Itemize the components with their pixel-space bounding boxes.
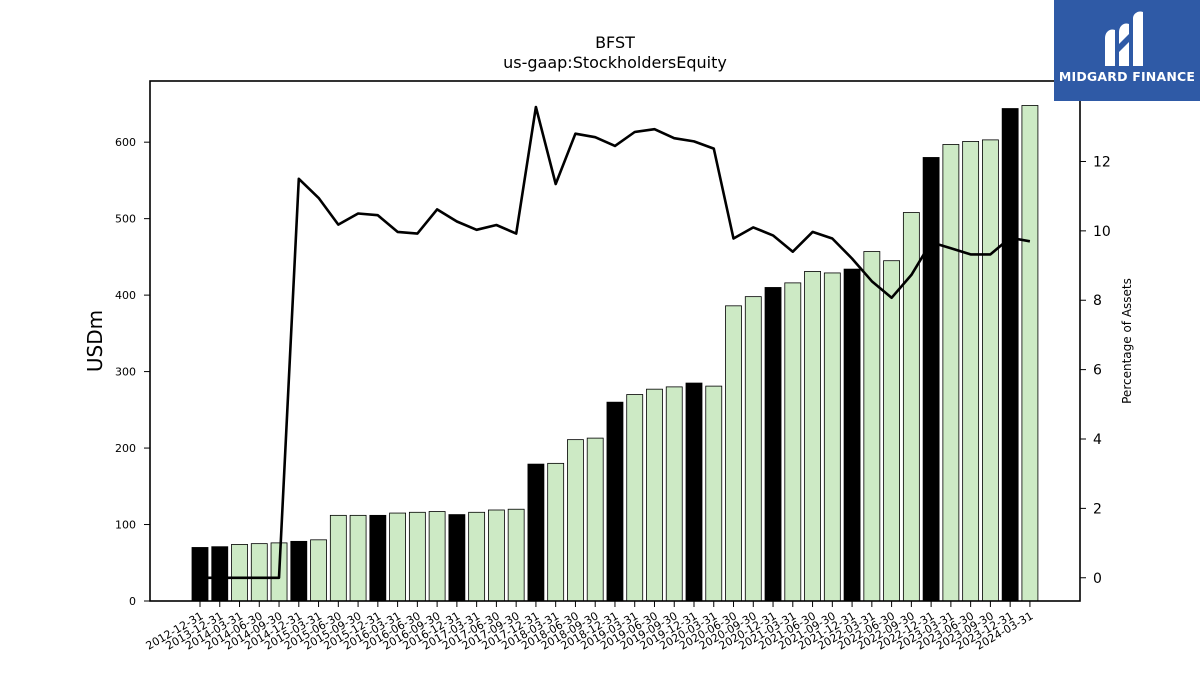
bar-2021-09-30	[823, 272, 841, 602]
bar-2019-12-31	[685, 382, 703, 602]
bar-2016-06-30	[408, 511, 426, 602]
bar-2021-12-31	[843, 268, 861, 602]
bar-2020-09-30	[744, 296, 762, 602]
bar-2018-03-31	[547, 462, 565, 602]
bar-2023-06-30	[962, 141, 980, 602]
bar-2024-03-31	[1021, 105, 1039, 602]
y-tick-label-200: 200	[115, 442, 136, 455]
bar-2019-09-30	[665, 386, 683, 602]
bar-2017-12-31	[527, 463, 545, 602]
y-tick-label-600: 600	[115, 136, 136, 149]
bars-group	[191, 105, 1039, 602]
bar-2015-12-31	[369, 514, 387, 602]
bar-2021-03-31	[784, 282, 802, 602]
brand-logo: MIDGARD FINANCE	[1054, 0, 1200, 101]
bar-2019-06-30	[646, 388, 663, 602]
bar-2018-06-30	[567, 439, 584, 602]
bar-2023-12-31	[1001, 108, 1019, 602]
bar-2023-09-30	[982, 139, 999, 602]
bar-2017-03-31	[468, 511, 486, 602]
bar-2021-06-30	[804, 271, 821, 602]
bar-2020-12-31	[764, 287, 782, 602]
y-tick-label-500: 500	[115, 213, 136, 226]
bar-2015-03-31	[310, 539, 327, 602]
y-tick-label-300: 300	[115, 366, 136, 379]
bar-2012-12-31	[191, 547, 209, 602]
bar-2016-09-30	[428, 511, 446, 602]
y-tick-label-0: 0	[129, 595, 136, 608]
bar-2023-03-31	[942, 144, 960, 602]
bar-2020-03-31	[705, 385, 723, 602]
bar-2016-03-31	[389, 512, 407, 602]
midgard-logo-icon	[1105, 11, 1143, 67]
percentage-line	[200, 105, 1031, 580]
y2-tick-label-0: 0	[1093, 571, 1102, 587]
bar-2017-09-30	[507, 508, 525, 602]
bar-2018-09-30	[586, 437, 604, 602]
line-group	[200, 105, 1031, 580]
y2-tick-label-6: 6	[1093, 363, 1102, 379]
bar-2015-09-30	[349, 514, 367, 602]
bar-2016-12-31	[448, 514, 466, 602]
bar-2014-03-31	[231, 544, 248, 602]
bar-2015-06-30	[329, 514, 347, 602]
bar-2022-06-30	[883, 260, 900, 602]
y-tick-label-400: 400	[115, 289, 136, 302]
bar-2014-06-30	[250, 543, 268, 602]
y2-axis-label: Percentage of Assets	[1120, 278, 1134, 404]
bar-2022-09-30	[902, 212, 920, 602]
y2-tick-label-12: 12	[1093, 154, 1111, 170]
chart-title: BFST	[595, 33, 635, 52]
bar-2014-12-31	[290, 540, 308, 602]
logo-text: MIDGARD FINANCE	[1058, 69, 1196, 84]
axes-group: 01002003004005006000246810122012-12-3120…	[115, 80, 1111, 653]
bar-2022-12-31	[922, 157, 940, 602]
chart-subtitle: us-gaap:StockholdersEquity	[503, 53, 727, 72]
bar-2017-06-30	[487, 509, 505, 602]
bar-2022-03-31	[863, 251, 881, 602]
y2-tick-label-10: 10	[1093, 224, 1111, 240]
bar-2018-12-31	[606, 401, 624, 602]
bar-2013-12-31	[211, 546, 229, 602]
y2-tick-label-4: 4	[1093, 432, 1102, 448]
y2-tick-label-8: 8	[1093, 293, 1102, 309]
y-axis-label: USDm	[83, 310, 107, 372]
bar-2019-03-31	[626, 394, 644, 602]
y2-tick-label-2: 2	[1093, 501, 1102, 517]
y-tick-label-100: 100	[115, 519, 136, 532]
bar-2020-06-30	[725, 305, 742, 602]
